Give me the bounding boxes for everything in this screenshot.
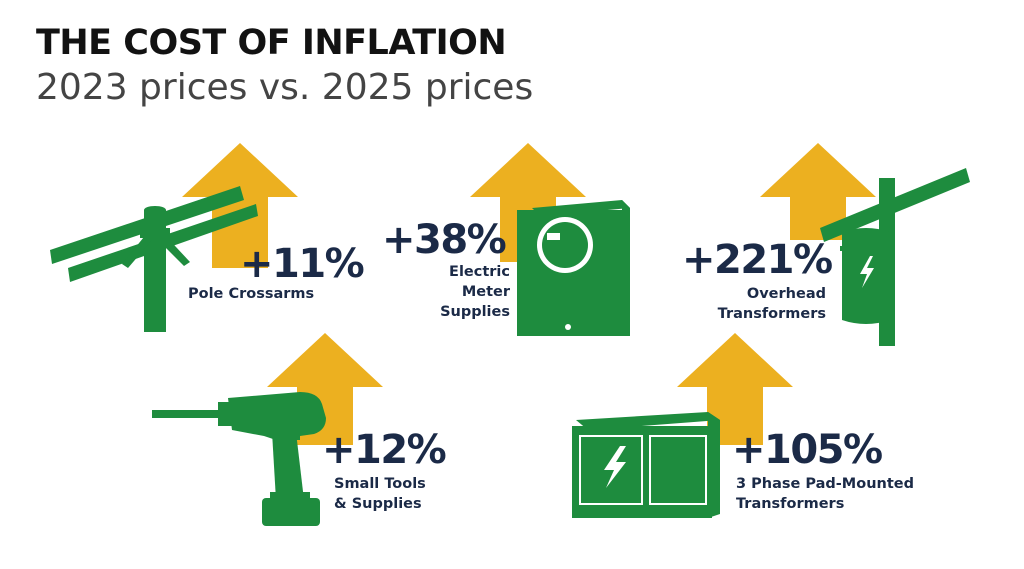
label-line: Meter [461,284,510,300]
percent-pad-mounted: +105% [732,427,883,473]
utility-pole-icon [50,186,258,332]
up-arrow-icon [760,143,876,240]
label-line: Pole Crossarms [188,286,315,302]
label-overhead-transformers: Overhead Transformers [690,284,826,324]
label-line: Small Tools [334,476,426,492]
overhead-transformer-icon [820,168,970,346]
page-subtitle: 2023 prices vs. 2025 prices [36,67,534,108]
percent-small-tools: +12% [322,427,447,473]
up-arrow-icon [677,333,793,445]
label-small-tools: Small Tools & Supplies [334,474,426,514]
pad-mounted-transformer-icon [572,412,720,518]
page-title: THE COST OF INFLATION [36,23,507,63]
up-arrow-icon [267,333,383,445]
power-drill-icon [152,392,326,526]
label-pole-crossarms: Pole Crossarms [188,284,314,304]
label-line: & Supplies [334,496,422,512]
up-arrow-icon [182,143,298,268]
label-line: Electric [449,264,510,280]
up-arrow-icon [470,143,586,262]
label-line: Transformers [717,306,826,322]
percent-pole-crossarms: +11% [240,241,365,287]
percent-overhead-transformers: +221% [682,237,833,283]
percent-electric-meter: +38% [382,217,507,263]
label-line: Overhead [746,286,826,302]
label-electric-meter: Electric Meter Supplies [400,262,510,322]
label-line: Transformers [736,496,845,512]
electric-meter-icon [517,200,630,336]
label-pad-mounted: 3 Phase Pad-Mounted Transformers [736,474,914,514]
label-line: Supplies [440,304,510,320]
label-line: 3 Phase Pad-Mounted [736,476,914,492]
